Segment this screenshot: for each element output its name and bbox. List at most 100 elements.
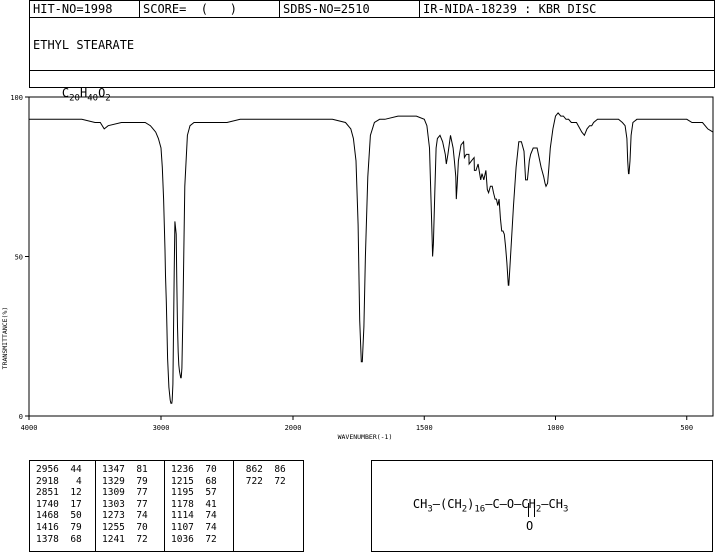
structure-formula: CH3—(CH2)16—C—O—CH2—CH3 [384,483,568,528]
double-bond [528,503,535,517]
peak-table-row: 1107 74 [171,522,217,533]
peak-table-row: 2956 44 [36,464,82,475]
molecular-formula: C20H40O2 [33,72,111,117]
formula-o-count: 2 [105,93,111,104]
peak-wavenumber: 1329 [102,475,125,487]
formula-h: H [79,86,88,100]
struct-ester-o: O [506,497,515,511]
peak-table-column: 2956 44 2918 4 2851 12 1740 17 1468 50 1416 7… [30,461,96,551]
peak-wavenumber: 1036 [171,533,194,545]
struct-chain-close: ) [467,497,475,511]
peak-wavenumber: 2918 [36,475,59,487]
peak-transmittance: 74 [193,510,217,522]
struct-ch3-right: CH [548,497,563,511]
header-bar: HIT-NO=1998 SCORE= ( ) SDBS-NO=2510 IR-N… [29,0,715,18]
y-axis-ticks: 0 50 100 [10,94,29,421]
peak-wavenumber: 1347 [102,464,125,475]
struct-bond-5: — [541,497,549,511]
structure-box: CH3—(CH2)16—C—O—CH2—CH3 O [371,460,713,552]
compound-info-box: ETHYL STEARATE C20H40O2 [29,17,715,103]
peak-transmittance: 72 [124,533,148,545]
peak-table-row: 1740 17 [36,499,82,510]
peak-wavenumber: 1215 [171,475,194,487]
peak-transmittance: 77 [124,487,148,499]
peak-transmittance: 68 [193,475,217,487]
peak-table-row: 1378 68 [36,534,82,545]
peak-table-row: 1255 70 [102,522,148,533]
struct-chain-count: 16 [474,504,486,515]
y-tick-label: 100 [10,94,23,102]
peak-table-row: 1178 41 [171,499,217,510]
peak-table-row: 1114 74 [171,510,217,521]
peak-transmittance: 86 [262,464,286,475]
peak-table-row: 1329 79 [102,476,148,487]
peak-transmittance: 81 [124,464,148,475]
peak-table-row: 1309 77 [102,487,148,498]
peak-table-row: 1303 77 [102,499,148,510]
ir-spectrum-chart: 4000 3000 2000 1500 1000 500 0 50 100 WAVENUMBE… [1,94,714,441]
struct-chain-sub: 2 [461,504,468,515]
peak-table-row: 862 86 [240,464,286,475]
peak-transmittance: 41 [193,498,217,510]
peak-table-row: 1036 72 [171,534,217,545]
ir-info: IR-NIDA-18239 : KBR DISC [423,2,597,16]
peak-transmittance: 12 [58,487,82,499]
peak-wavenumber: 2956 [36,464,59,475]
peak-wavenumber: 1241 [102,533,125,545]
x-tick-label: 1500 [416,424,433,432]
peak-table-column: 1236 70 1215 68 1195 57 1178 41 1114 74 1107 … [165,461,234,551]
peak-transmittance: 68 [58,533,82,545]
peak-table-row: 1236 70 [171,464,217,475]
peak-table-row: 1241 72 [102,534,148,545]
peak-transmittance: 70 [193,464,217,475]
peak-transmittance: 57 [193,487,217,499]
peak-wavenumber: 1273 [102,510,125,522]
hit-number: HIT-NO=1998 [30,1,140,18]
peak-wavenumber: 1416 [36,522,59,533]
formula-c-count: 20 [69,93,80,104]
peak-table: 2956 44 2918 4 2851 12 1740 17 1468 50 1416 7… [29,460,304,552]
struct-ch3-left-sub: 3 [427,504,433,515]
peak-transmittance: 74 [193,522,217,533]
peak-transmittance: 72 [262,475,286,487]
peak-table-row: 2918 4 [36,476,82,487]
peak-transmittance: 77 [124,498,148,510]
peak-table-row: 1347 81 [102,464,148,475]
peak-wavenumber: 1303 [102,498,125,510]
struct-bond-1: — [432,497,441,511]
peak-transmittance: 79 [124,475,148,487]
formula-divider [30,70,714,71]
x-tick-label: 1000 [547,424,564,432]
peak-transmittance: 72 [193,533,217,545]
peak-table-row: 1273 74 [102,510,148,521]
formula-o: O [98,86,106,100]
peak-wavenumber: 1309 [102,487,125,499]
peak-wavenumber: 1236 [171,464,194,475]
x-axis-label: WAVENUMBER(-1) [338,433,393,441]
struct-bond-4: — [514,497,522,511]
struct-chain: (CH [440,497,462,511]
peak-table-row: 2851 12 [36,487,82,498]
peak-table-row: 722 72 [240,476,286,487]
peak-wavenumber: 1178 [171,498,194,510]
struct-ch2-sub: 2 [535,504,542,515]
peak-wavenumber: 1378 [36,533,59,545]
x-tick-label: 2000 [285,424,302,432]
peak-table-column: 862 86 722 72 [234,461,303,551]
peak-transmittance: 50 [58,510,82,522]
y-axis-label: TRANSMITTANCE(%) [1,307,9,370]
x-tick-label: 500 [680,424,693,432]
plot-frame [28,96,714,417]
struct-ch3-right-sub: 3 [562,504,569,515]
struct-carbonyl-c: C [492,497,500,511]
peak-transmittance: 70 [124,522,148,533]
peak-wavenumber: 1740 [36,498,59,510]
x-tick-label: 3000 [153,424,170,432]
peak-wavenumber: 2851 [36,487,59,499]
score-field: SCORE= ( ) [140,1,280,18]
carbonyl-oxygen: O [526,519,534,533]
peak-transmittance: 4 [58,475,82,487]
peak-table-row: 1215 68 [171,476,217,487]
struct-bond-3: — [499,497,507,511]
formula-h-count: 40 [87,93,99,104]
